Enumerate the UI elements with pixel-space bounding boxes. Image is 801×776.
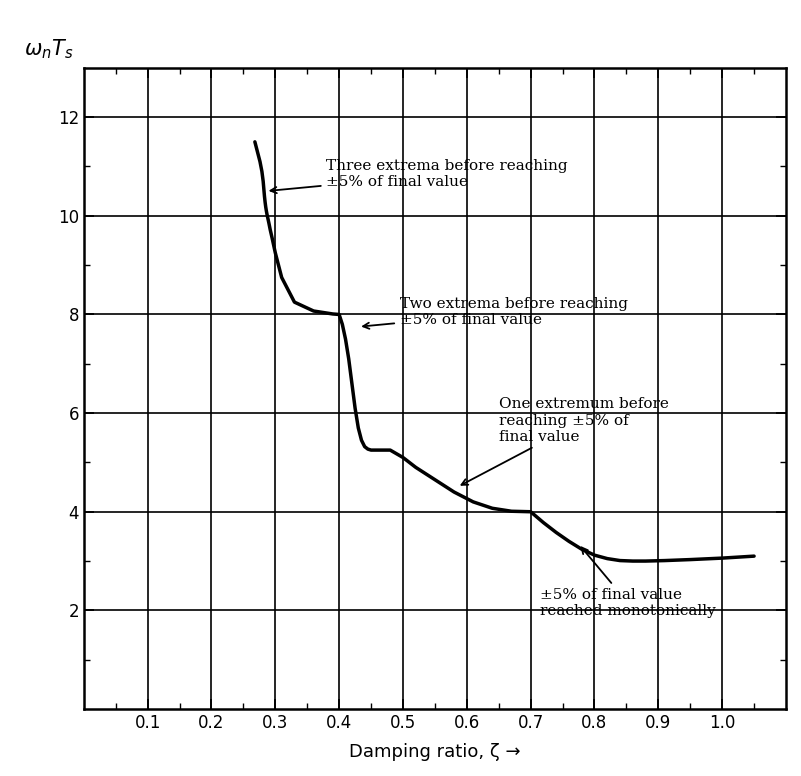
X-axis label: Damping ratio, ζ →: Damping ratio, ζ → <box>349 743 521 761</box>
Text: Two extrema before reaching
±5% of final value: Two extrema before reaching ±5% of final… <box>363 297 628 329</box>
Text: Three extrema before reaching
±5% of final value: Three extrema before reaching ±5% of fin… <box>271 159 568 193</box>
Text: ±5% of final value
reached monotonically: ±5% of final value reached monotonically <box>540 548 716 618</box>
Text: $\omega_n T_s$: $\omega_n T_s$ <box>24 38 74 61</box>
Text: One extremum before
reaching ±5% of
final value: One extremum before reaching ±5% of fina… <box>461 397 669 485</box>
